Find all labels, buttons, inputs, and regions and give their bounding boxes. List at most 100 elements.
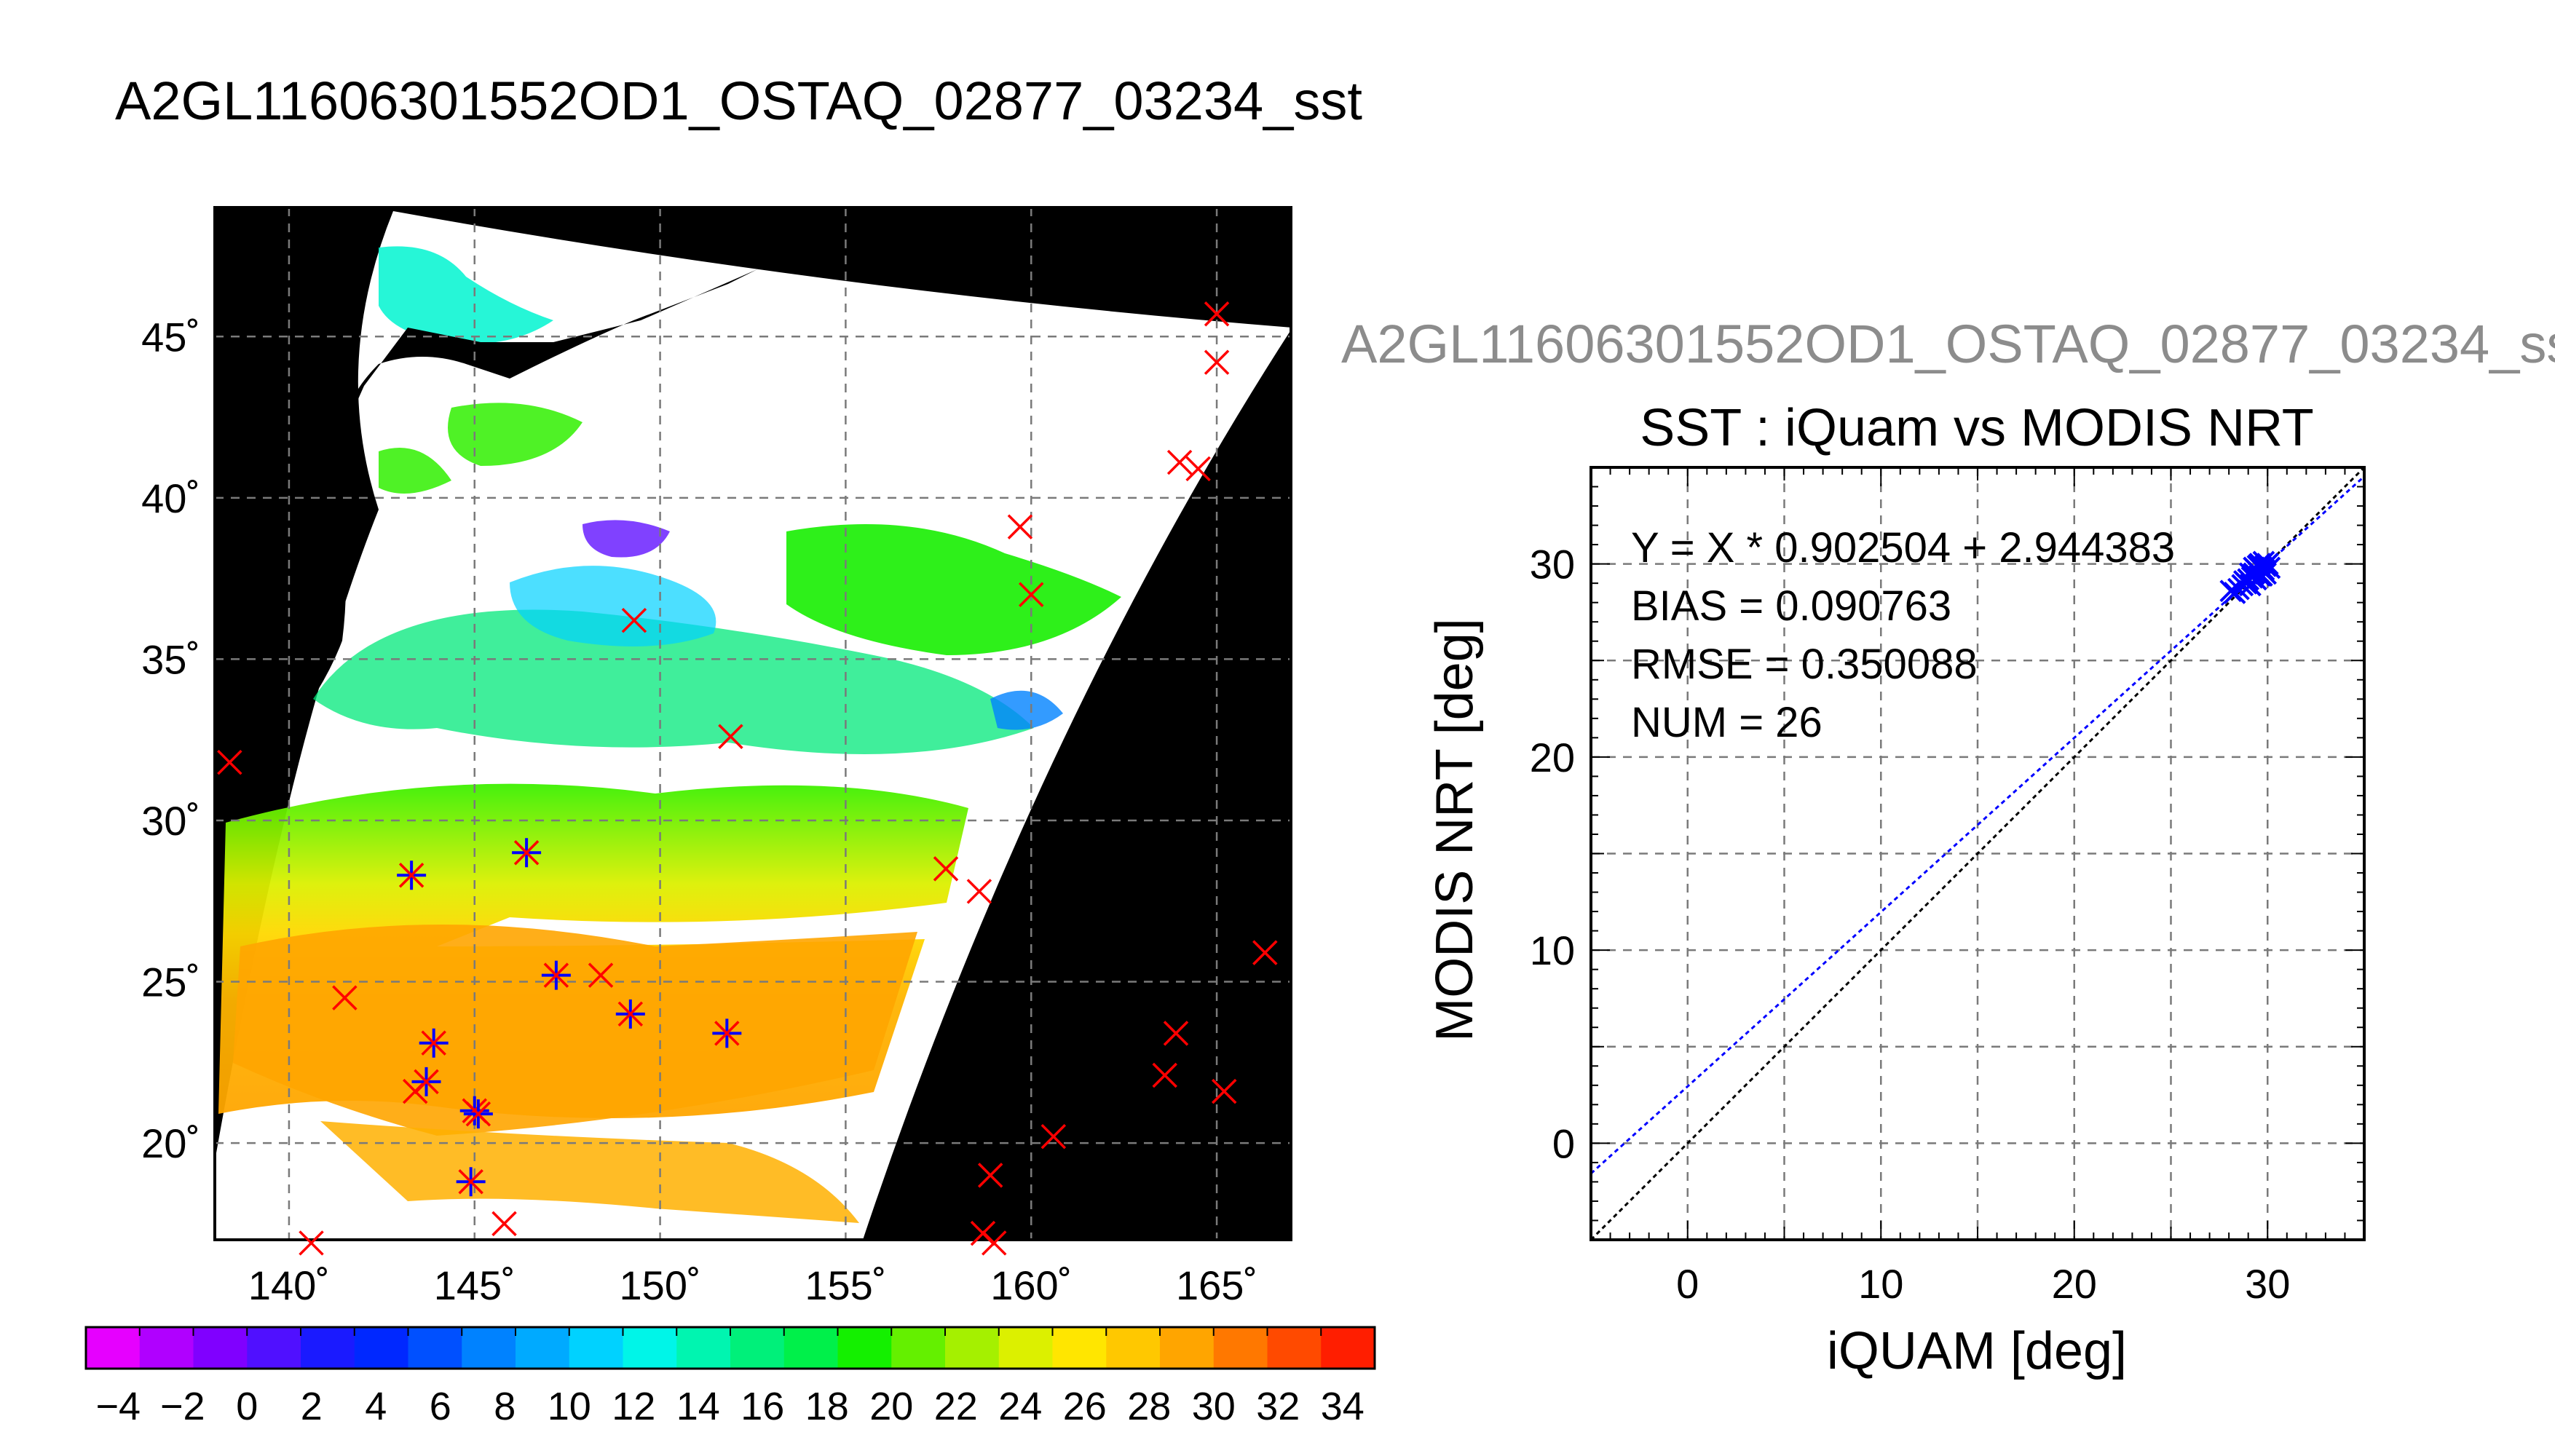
matchup-x-marker (966, 879, 992, 904)
matchup-x-marker (982, 1230, 1007, 1256)
colorbar-segment (783, 1327, 838, 1369)
colorbar-tick-label: 16 (741, 1385, 784, 1428)
colorbar-tick-label: 6 (430, 1385, 451, 1428)
scatter-y-tick-label: 0 (1552, 1120, 1575, 1166)
matchup-x-marker (217, 749, 242, 775)
scatter-point (2244, 558, 2267, 581)
stats-annotation: Y = X * 0.902504 + 2.944383 (1631, 524, 2175, 571)
matchup-x-marker (1166, 449, 1193, 475)
map-lon-tick-label: 165˚ (1176, 1262, 1257, 1308)
map-lat-tick-label: 40˚ (141, 475, 200, 521)
colorbar-tick-label: 18 (805, 1385, 849, 1428)
swath-layer (215, 207, 1291, 1240)
colorbar-tick-label: 4 (365, 1385, 387, 1428)
map-lat-tick-label: 30˚ (141, 798, 200, 844)
colorbar-tick-label: 20 (869, 1385, 913, 1428)
matchup-x-marker (1204, 301, 1230, 327)
matchup-x-marker (1212, 1078, 1237, 1104)
colorbar-segment (86, 1327, 141, 1369)
colorbar-segment (945, 1327, 1000, 1369)
sst-map: 140˚ 145˚ 150˚ 155˚ 160˚ 165˚ 20˚ 25˚ 30˚ 35˚ 40˚ 4… (84, 206, 1376, 1428)
map-lon-tick-label: 140˚ (248, 1262, 330, 1308)
matchup-x-marker (1040, 1123, 1067, 1150)
colorbar-segment (247, 1327, 301, 1369)
colorbar-segment (193, 1327, 248, 1369)
sst-green-east (786, 524, 1121, 655)
sst-purple-patch (583, 520, 670, 558)
map-lon-tick-label: 145˚ (434, 1262, 516, 1308)
scatter-x-tick-label: 0 (1676, 1261, 1699, 1307)
identity-line (1591, 467, 2364, 1240)
matchup-star-marker (411, 1067, 441, 1096)
sst-orange-south (320, 1121, 859, 1223)
colorbar-tick-label: −4 (95, 1385, 141, 1428)
colorbar-segment (462, 1327, 516, 1369)
scatter-y-tick-label: 10 (1530, 927, 1575, 973)
sst-green-zone (313, 609, 1034, 754)
matchup-x-marker (1163, 1021, 1189, 1046)
colorbar-segment (408, 1327, 462, 1369)
colorbar-segment (1052, 1327, 1107, 1369)
map-tick-labels: 140˚ 145˚ 150˚ 155˚ 160˚ 165˚ 20˚ 25˚ 30˚ 35˚ 40˚ 4… (141, 314, 1257, 1308)
colorbar-tick-label: −2 (160, 1385, 205, 1428)
matchup-x-marker (491, 1211, 517, 1237)
matchup-star-marker (512, 838, 542, 868)
main-title: A2GL11606301552OD1_OSTAQ_02877_03234_sst (115, 71, 1362, 131)
colorbar-segment (623, 1327, 677, 1369)
colorbar-tick-label: 24 (998, 1385, 1042, 1428)
matchup-x-marker (299, 1230, 324, 1256)
matchup-x-marker (588, 962, 614, 988)
colorbar-tick-label: 0 (236, 1385, 258, 1428)
matchup-x-marker (1185, 456, 1211, 482)
colorbar-segment (1106, 1327, 1161, 1369)
map-grid (215, 207, 1291, 1240)
stats-annotations: Y = X * 0.902504 + 2.944383 BIAS = 0.0907… (1631, 524, 2175, 746)
matchup-x-marker (1152, 1062, 1177, 1088)
colorbar-segment (354, 1327, 408, 1369)
scatter-x-tick-label: 30 (2245, 1261, 2290, 1307)
scatter-x-tick-label: 10 (1858, 1261, 1903, 1307)
matchup-x-marker (621, 607, 647, 633)
matchup-x-marker (1007, 514, 1033, 539)
colorbar-tick-label: 22 (934, 1385, 978, 1428)
colorbar-tick-label: 28 (1127, 1385, 1171, 1428)
matchup-x-marker (1252, 940, 1278, 965)
matchup-x-marker (1204, 349, 1230, 375)
colorbar-tick-label: 8 (494, 1385, 516, 1428)
scatter-plot: SST : iQuam vs MODIS NRT iQUAM [deg] MOD… (1426, 399, 2366, 1380)
colorbar-tick-label: 30 (1192, 1385, 1236, 1428)
sst-orange-core (233, 925, 917, 1136)
y-axis-label: MODIS NRT [deg] (1426, 618, 1484, 1042)
colorbar-tick-label: 12 (612, 1385, 655, 1428)
x-axis-label: iQUAM [deg] (1827, 1322, 2127, 1380)
map-lon-tick-label: 150˚ (620, 1262, 701, 1308)
colorbar-segment (1267, 1327, 1322, 1369)
colorbar-segment (301, 1327, 355, 1369)
colorbar-segment (1321, 1327, 1375, 1369)
matchup-x-marker (1019, 582, 1044, 607)
matchup-markers (217, 301, 1278, 1256)
scatter-x-tick-label: 20 (2052, 1261, 2097, 1307)
colorbar-tick-label: 10 (548, 1385, 591, 1428)
colorbar-segment (676, 1327, 731, 1369)
map-lat-tick-label: 35˚ (141, 636, 200, 682)
map-lat-tick-label: 25˚ (141, 960, 200, 1005)
colorbar: −4 −2 0 2 4 6 8 10 12 14 16 18 20 22 24 26 28 30 32 34 (84, 1326, 1376, 1428)
map-lon-tick-label: 155˚ (805, 1262, 886, 1308)
matchup-x-marker (933, 856, 959, 882)
colorbar-segment (730, 1327, 785, 1369)
colorbar-tick-label: 26 (1063, 1385, 1107, 1428)
map-lon-tick-label: 160˚ (990, 1262, 1072, 1308)
matchup-star-marker (456, 1167, 486, 1197)
colorbar-segment (998, 1327, 1053, 1369)
colorbar-tick-label: 32 (1256, 1385, 1300, 1428)
scatter-y-tick-label: 30 (1530, 542, 1575, 587)
colorbar-segment (1213, 1327, 1268, 1369)
matchup-star-marker (419, 1028, 449, 1058)
sst-green-north (379, 403, 583, 494)
matchup-x-marker (718, 724, 743, 749)
colorbar-tick-label: 2 (301, 1385, 323, 1428)
scatter-y-tick-label: 20 (1530, 735, 1575, 780)
matchup-star-marker (397, 860, 427, 890)
matchup-star-marker (463, 1099, 493, 1129)
